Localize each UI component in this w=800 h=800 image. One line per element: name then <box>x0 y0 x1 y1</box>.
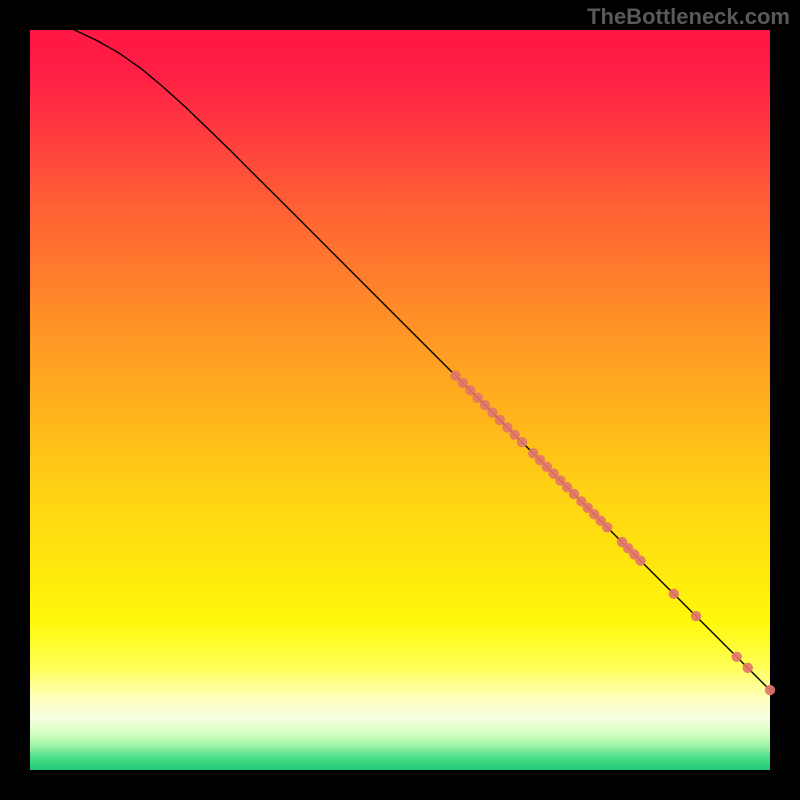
marker-dot <box>502 422 512 432</box>
marker-dot <box>691 611 701 621</box>
chart-svg <box>0 0 800 800</box>
marker-dot <box>732 652 742 662</box>
marker-dot <box>569 489 579 499</box>
marker-dot <box>765 685 775 695</box>
marker-dot <box>487 407 497 417</box>
marker-dot <box>517 437 527 447</box>
marker-dot <box>465 385 475 395</box>
marker-dot <box>743 663 753 673</box>
marker-dot <box>602 522 612 532</box>
marker-dot <box>635 555 645 565</box>
marker-dot <box>450 370 460 380</box>
marker-dot <box>510 430 520 440</box>
marker-dot <box>495 415 505 425</box>
marker-dot <box>458 378 468 388</box>
plot-background <box>30 30 770 770</box>
marker-dot <box>480 400 490 410</box>
marker-dot <box>473 393 483 403</box>
chart-root: TheBottleneck.com <box>0 0 800 800</box>
marker-dot <box>669 589 679 599</box>
